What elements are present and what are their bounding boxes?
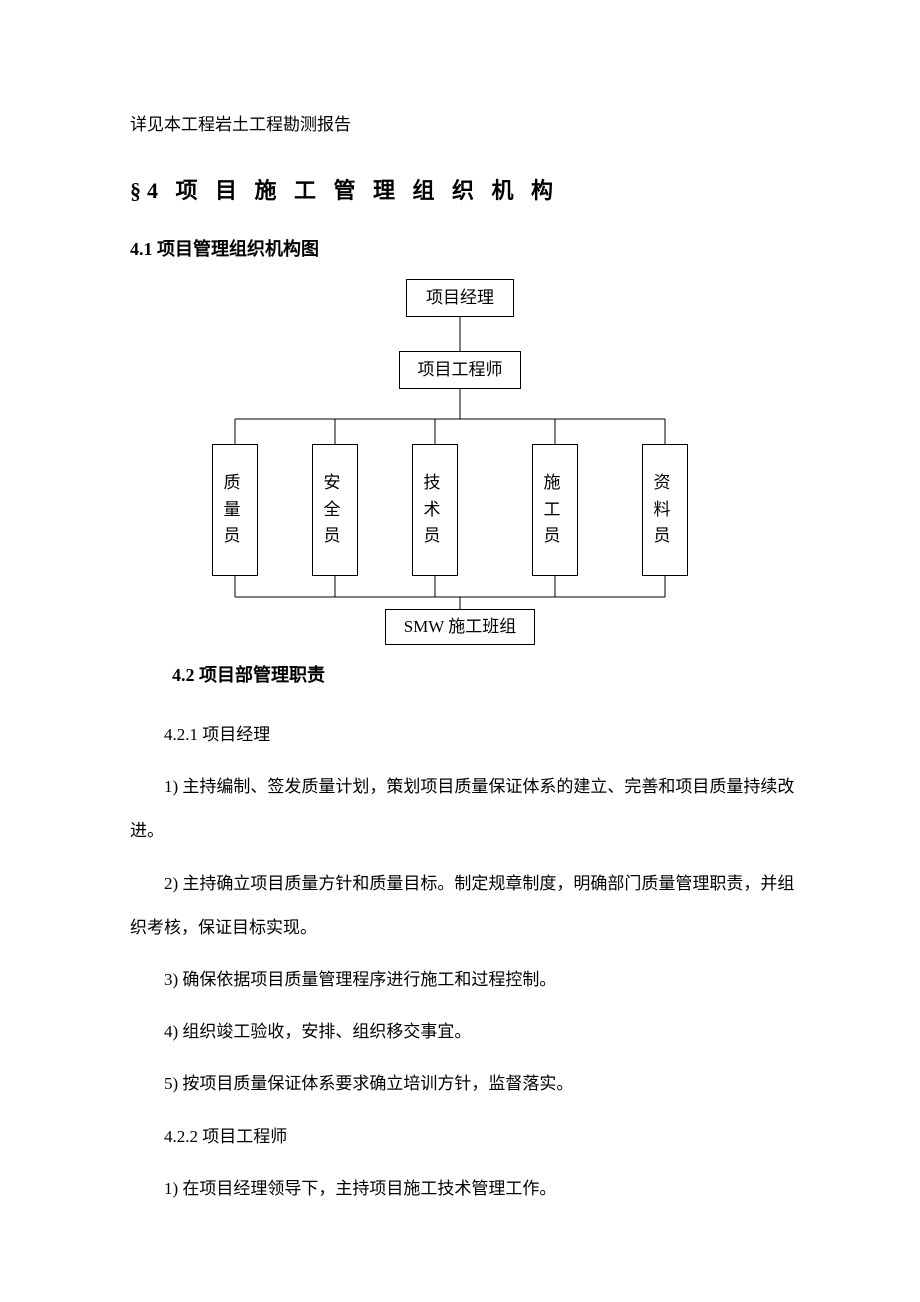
org-node-technical: 技术员 bbox=[412, 444, 458, 576]
org-node-label: 质量员 bbox=[224, 472, 247, 549]
org-node-project-manager: 项目经理 bbox=[406, 279, 514, 317]
org-node-label: 安全员 bbox=[324, 472, 347, 549]
org-node-label: 技术员 bbox=[424, 472, 447, 549]
org-node-label: 项目工程师 bbox=[418, 356, 503, 383]
org-node-label: 资料员 bbox=[654, 472, 677, 549]
section-4-2-1-heading: 4.2.1 项目经理 bbox=[130, 713, 800, 757]
duty-item: 4) 组织竣工验收，安排、组织移交事宜。 bbox=[130, 1010, 800, 1054]
org-node-construction: 施工员 bbox=[532, 444, 578, 576]
duty-item: 1) 主持编制、签发质量计划，策划项目质量保证体系的建立、完善和项目质量持续改进… bbox=[130, 765, 800, 853]
org-node-label: 施工员 bbox=[544, 472, 567, 549]
duty-item: 2) 主持确立项目质量方针和质量目标。制定规章制度，明确部门质量管理职责，并组织… bbox=[130, 862, 800, 950]
section-4-2-2-heading: 4.2.2 项目工程师 bbox=[130, 1115, 800, 1159]
org-node-label: 项目经理 bbox=[426, 284, 494, 311]
section-4-2-title: 4.2 项目部管理职责 bbox=[130, 661, 800, 687]
duty-item: 5) 按项目质量保证体系要求确立培训方针，监督落实。 bbox=[130, 1062, 800, 1106]
org-node-project-engineer: 项目工程师 bbox=[399, 351, 521, 389]
duty-item: 1) 在项目经理领导下，主持项目施工技术管理工作。 bbox=[130, 1167, 800, 1211]
org-node-smw-team: SMW 施工班组 bbox=[385, 609, 535, 645]
duty-item: 3) 确保依据项目质量管理程序进行施工和过程控制。 bbox=[130, 958, 800, 1002]
org-node-safety: 安全员 bbox=[312, 444, 358, 576]
intro-text: 详见本工程岩土工程勘测报告 bbox=[130, 110, 800, 135]
org-node-material: 资料员 bbox=[642, 444, 688, 576]
org-chart: 项目经理 项目工程师 质量员 安全员 技术员 施工员 资料员 SMW 施工班组 bbox=[190, 279, 850, 659]
section-4-title: §4 项 目 施 工 管 理 组 织 机 构 bbox=[130, 173, 800, 205]
org-node-quality: 质量员 bbox=[212, 444, 258, 576]
org-node-label: SMW 施工班组 bbox=[404, 613, 517, 640]
section-4-1-title: 4.1 项目管理组织机构图 bbox=[130, 235, 800, 261]
